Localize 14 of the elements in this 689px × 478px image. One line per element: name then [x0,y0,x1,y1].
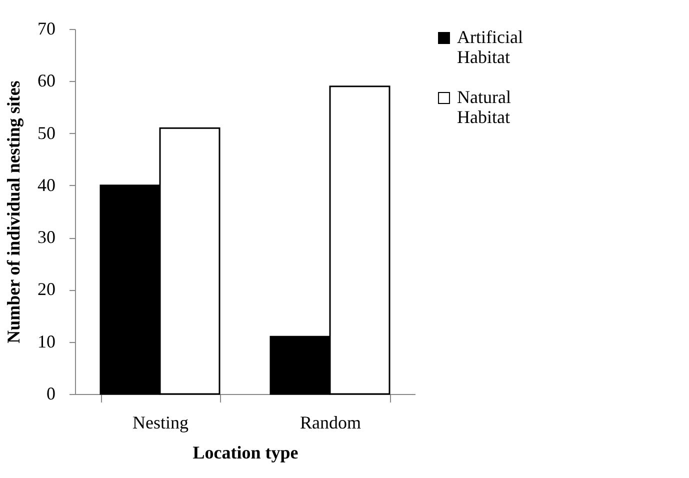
y-tick-label: 50 [38,122,56,143]
y-tick-label: 70 [38,18,56,38]
y-tick-label: 40 [38,174,56,195]
y-tick-label: 60 [38,70,56,91]
y-axis-title: Number of individual nesting sites [4,80,24,344]
y-tick-label: 30 [38,227,56,248]
y-tick-label: 0 [46,384,56,404]
x-tick-label: Nesting [132,412,188,432]
legend-label: Natural Habitat [457,87,511,127]
x-axis-title: Location type [192,442,298,462]
y-tick-label: 20 [38,279,56,300]
y-tick-label: 10 [38,331,56,352]
legend-label: Artificial Habitat [457,27,523,67]
x-tick-label: Random [300,412,361,432]
